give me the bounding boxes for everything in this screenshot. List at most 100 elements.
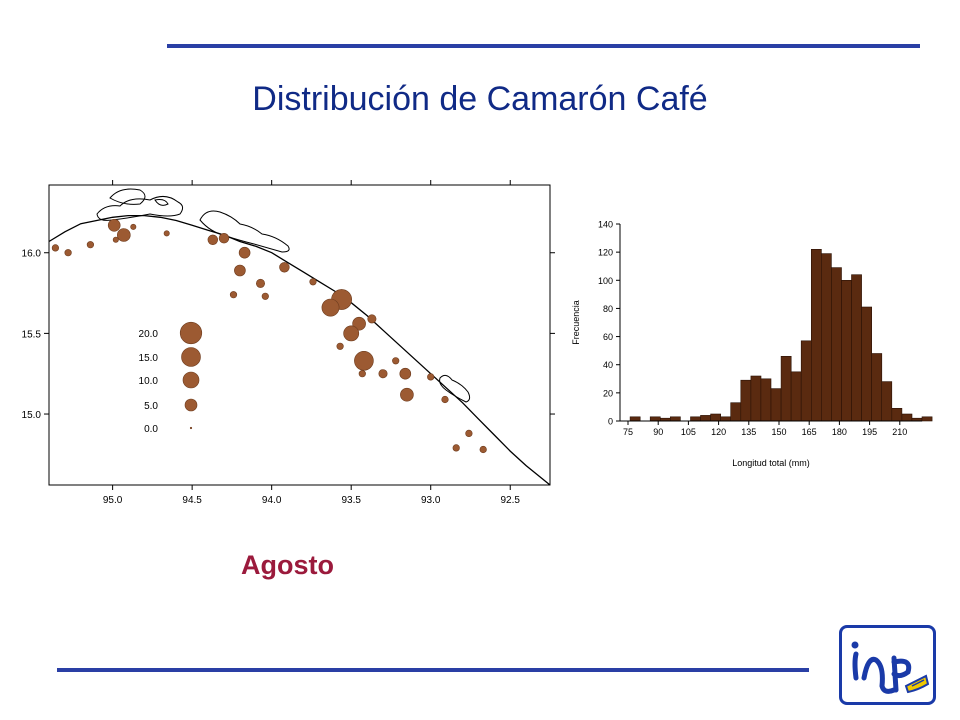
histogram-bar xyxy=(891,407,903,422)
catch-bubble xyxy=(112,236,119,243)
legend-bubble xyxy=(182,371,200,389)
histogram-bar xyxy=(810,249,822,422)
catch-bubble xyxy=(399,367,412,380)
inp-logo-icon xyxy=(839,625,936,705)
histogram-bar xyxy=(740,379,752,422)
catch-bubble xyxy=(358,370,366,378)
bottom-rule xyxy=(57,668,809,672)
month-label: Agosto xyxy=(241,550,334,580)
histogram-bar xyxy=(690,416,701,422)
catch-bubble xyxy=(238,246,251,259)
hist-x-tick-label: 75 xyxy=(623,427,633,437)
catch-bubble xyxy=(51,244,60,252)
catch-bubble xyxy=(279,262,290,273)
top-rule xyxy=(167,44,920,48)
catch-bubble xyxy=(309,278,317,286)
catch-bubble xyxy=(64,249,72,257)
lagoon-outline xyxy=(199,210,290,253)
catch-bubble xyxy=(367,314,377,324)
map-x-tick-label: 93.0 xyxy=(421,495,441,506)
slide-title: Distribución de Camarón Café xyxy=(252,80,708,118)
histogram-bar xyxy=(861,306,872,422)
map-x-tick-label: 94.0 xyxy=(262,495,282,506)
catch-bubble xyxy=(400,387,414,402)
catch-bubble xyxy=(86,241,94,249)
hist-x-tick-label: 195 xyxy=(862,427,877,437)
histogram-bar xyxy=(700,415,711,422)
hist-y-tick-label: 40 xyxy=(603,360,613,370)
catch-bubble xyxy=(107,219,121,232)
lagoon-outline xyxy=(154,199,169,206)
histogram-bar xyxy=(669,416,681,422)
hist-x-tick-label: 210 xyxy=(892,427,907,437)
hist-x-tick-label: 165 xyxy=(802,427,817,437)
catch-bubble xyxy=(234,264,246,277)
catch-bubble xyxy=(479,445,487,454)
hist-x-tick-label: 90 xyxy=(653,427,663,437)
map-y-tick-label: 16.0 xyxy=(22,249,42,260)
catch-bubble xyxy=(163,230,170,237)
legend-bubble xyxy=(179,321,203,345)
histogram-bar xyxy=(871,353,883,422)
catch-bubble xyxy=(117,228,131,242)
histogram-bar xyxy=(760,378,772,422)
hist-x-tick-label: 120 xyxy=(711,427,726,437)
histogram-bar xyxy=(831,267,842,422)
map-x-tick-label: 94.5 xyxy=(182,495,202,506)
catch-bubble xyxy=(392,357,400,365)
hist-y-tick-label: 20 xyxy=(603,388,613,398)
map-y-tick-label: 15.0 xyxy=(22,410,42,421)
hist-y-tick-label: 100 xyxy=(598,276,613,286)
hist-x-axis-title: Longitud total (mm) xyxy=(732,458,810,468)
hist-y-tick-label: 60 xyxy=(603,332,613,342)
catch-bubble xyxy=(441,395,449,404)
inp-logo-graphic xyxy=(851,641,930,694)
map-y-tick-label: 15.5 xyxy=(22,329,42,340)
hist-y-axis-title: Frecuencia xyxy=(571,300,581,345)
hist-x-tick-label: 180 xyxy=(832,427,847,437)
hist-y-tick-label: 80 xyxy=(603,304,613,314)
legend-label: 20.0 xyxy=(139,329,159,340)
legend-label: 10.0 xyxy=(139,376,159,387)
catch-bubble xyxy=(354,350,374,371)
lagoon-outline xyxy=(439,374,471,403)
catch-bubble xyxy=(321,298,340,317)
hist-y-tick-label: 120 xyxy=(598,248,613,258)
legend-label: 15.0 xyxy=(139,353,159,364)
catch-bubble xyxy=(207,234,219,246)
histogram-bar xyxy=(921,416,933,422)
legend-bubble xyxy=(189,426,193,430)
legend-label: 0.0 xyxy=(144,424,158,435)
coastline xyxy=(48,214,551,486)
catch-bubble xyxy=(130,223,137,230)
catch-bubble xyxy=(465,429,473,438)
histogram-bar xyxy=(790,371,802,422)
catch-bubble xyxy=(255,278,265,288)
catch-bubble xyxy=(343,325,360,342)
histogram-bar xyxy=(851,274,862,422)
histogram-bar xyxy=(720,416,732,422)
catch-bubble xyxy=(218,233,230,244)
catch-bubble xyxy=(452,444,460,452)
histogram-bar xyxy=(820,253,832,422)
catch-bubble xyxy=(336,342,344,350)
histogram-bar xyxy=(629,416,641,422)
lagoon-outline xyxy=(109,188,146,205)
hist-y-tick-label: 0 xyxy=(608,417,613,427)
histogram-bar xyxy=(780,355,792,422)
catch-bubble xyxy=(352,316,366,331)
histogram-bar xyxy=(841,279,852,422)
map-x-tick-label: 95.0 xyxy=(103,495,123,506)
map-x-tick-label: 92.5 xyxy=(501,495,521,506)
hist-x-tick-label: 105 xyxy=(681,427,696,437)
histogram-bar xyxy=(710,413,721,422)
hist-x-tick-label: 150 xyxy=(771,427,786,437)
hist-x-tick-label: 135 xyxy=(741,427,756,437)
histogram-bar xyxy=(730,402,742,422)
catch-bubble xyxy=(229,291,238,299)
catch-bubble xyxy=(427,373,435,381)
hist-y-tick-label: 140 xyxy=(598,220,613,230)
catch-bubble xyxy=(378,369,388,379)
histogram-bar xyxy=(750,375,762,422)
